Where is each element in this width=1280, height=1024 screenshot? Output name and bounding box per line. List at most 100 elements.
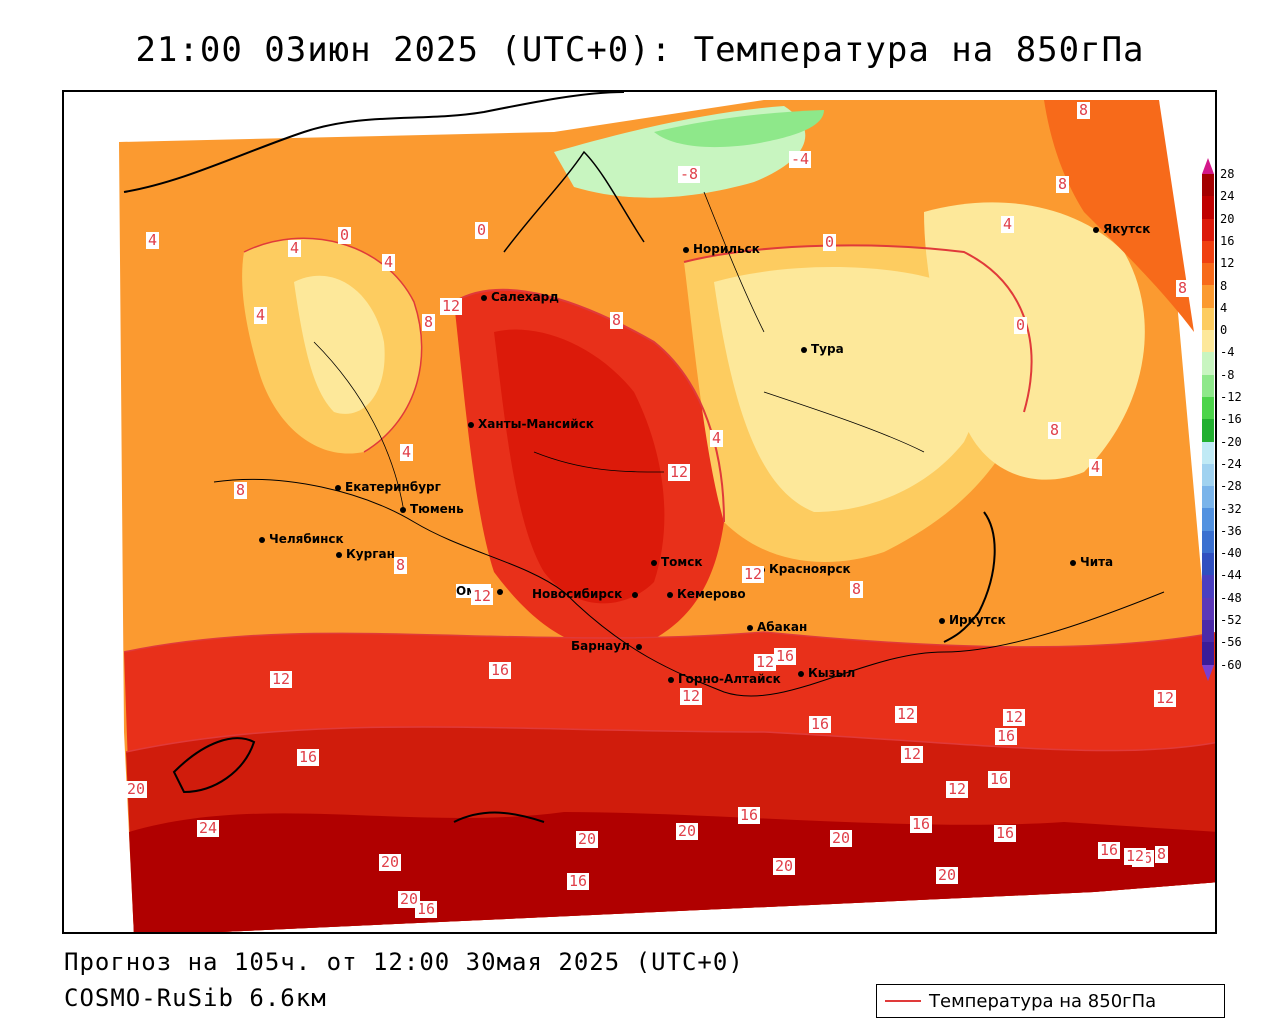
city-label: Абакан xyxy=(757,620,808,634)
colorbar-tick-label: -28 xyxy=(1220,479,1242,494)
city-tyumen: Тюмень xyxy=(400,502,464,516)
isoline-label: 16 xyxy=(774,647,797,665)
colorbar-tick-label: -44 xyxy=(1220,568,1242,583)
city-kurgan: Курган xyxy=(336,547,395,561)
city-dot-icon xyxy=(668,676,674,683)
city-label: Иркутск xyxy=(949,613,1006,627)
isoline-label: 12 xyxy=(742,565,765,583)
temperature-field-map xyxy=(64,92,1215,932)
city-dot-icon xyxy=(801,346,807,353)
isoline-label: 20 xyxy=(936,866,959,884)
colorbar-tick-label: -32 xyxy=(1220,501,1242,516)
legend-label: Температура на 850гПа xyxy=(929,990,1157,1012)
city-label: Томск xyxy=(661,555,703,569)
isoline-label: 12 xyxy=(270,670,293,688)
colorbar-tick-label: -40 xyxy=(1220,546,1242,561)
colorbar-cell xyxy=(1202,419,1214,442)
city-kemerovo: Кемерово xyxy=(667,587,746,601)
colorbar-tick-label: 0 xyxy=(1220,323,1228,338)
isoline-label: 20 xyxy=(379,853,402,871)
isoline-label: 12 xyxy=(754,653,777,671)
city-dot-icon xyxy=(259,536,265,543)
isoline-label: 20 xyxy=(676,822,699,840)
colorbar-cell xyxy=(1202,619,1214,643)
city-label: Тюмень xyxy=(410,502,464,516)
city-barnaul: Барнаул xyxy=(571,639,646,653)
colorbar-tick-label: -4 xyxy=(1220,345,1235,360)
city-dot-icon xyxy=(747,624,753,631)
city-dot-icon xyxy=(798,670,804,677)
isoline-label: 0 xyxy=(338,226,352,244)
isoline-label: 4 xyxy=(400,443,414,461)
city-norilsk: Норильск xyxy=(683,242,760,256)
city-dot-icon xyxy=(667,591,673,598)
isoline-label: 8 xyxy=(422,313,436,331)
isoline-label: 8 xyxy=(1155,845,1169,863)
colorbar-cells xyxy=(1202,174,1214,665)
city-label: Екатеринбург xyxy=(345,480,441,494)
colorbar-cell xyxy=(1202,285,1214,308)
isoline-label: 12 xyxy=(471,587,494,605)
city-label: Чита xyxy=(1080,555,1114,569)
isoline-label: 8 xyxy=(394,556,408,574)
colorbar-tick-label: -8 xyxy=(1220,367,1235,382)
colorbar-tick-label: -24 xyxy=(1220,456,1242,471)
city-tura: Тура xyxy=(801,342,844,356)
colorbar-max-arrow-icon xyxy=(1202,158,1214,174)
isoline-label: -4 xyxy=(789,150,812,168)
colorbar-tick-label: -48 xyxy=(1220,590,1242,605)
city-label: Челябинск xyxy=(269,532,344,546)
colorbar-tick-label: 16 xyxy=(1220,233,1235,248)
city-gorno-altaysk: Горно-Алтайск xyxy=(668,672,781,686)
isoline-label: 0 xyxy=(1014,316,1028,334)
isoline-label: 8 xyxy=(850,580,864,598)
city-dot-icon xyxy=(939,617,945,624)
isoline-label: 12 xyxy=(946,780,969,798)
colorbar-cell xyxy=(1202,374,1214,397)
colorbar-cell xyxy=(1202,441,1214,464)
isoline-label: 16 xyxy=(567,872,590,890)
colorbar-tick-label: -12 xyxy=(1220,390,1242,404)
colorbar-tick-label: 8 xyxy=(1220,278,1228,293)
isoline-label: 0 xyxy=(475,221,489,239)
city-dot-icon xyxy=(651,559,657,566)
city-label: Красноярск xyxy=(769,562,851,576)
city-label: Новосибирск xyxy=(532,587,623,601)
colorbar-cell xyxy=(1202,463,1214,487)
city-novosibirsk: Новосибирск xyxy=(532,587,642,601)
isoline-label: 20 xyxy=(830,829,853,847)
colorbar-cell xyxy=(1202,508,1214,531)
city-dot-icon xyxy=(400,506,406,513)
city-chelyabinsk: Челябинск xyxy=(259,532,344,546)
isoline-label: 4 xyxy=(254,306,268,324)
map-area: Норильск Якутск Салехард Тура Ханты-Манс… xyxy=(62,90,1217,934)
isoline-label: 4 xyxy=(1089,458,1103,476)
colorbar-cell xyxy=(1202,597,1214,620)
isoline-label: 8 xyxy=(1077,101,1091,119)
city-irkutsk: Иркутск xyxy=(939,613,1006,627)
map-legend: Температура на 850гПа xyxy=(876,984,1225,1018)
isoline-label: 12 xyxy=(668,463,691,481)
city-label: Горно-Алтайск xyxy=(678,672,781,686)
legend-line-icon xyxy=(885,1000,921,1002)
colorbar-cell xyxy=(1202,218,1214,241)
city-dot-icon xyxy=(468,421,474,428)
isoline-label: 16 xyxy=(738,806,761,824)
isoline-label: 4 xyxy=(1001,215,1015,233)
isoline-label: 4 xyxy=(288,239,302,257)
city-dot-icon xyxy=(635,643,642,650)
isoline-label: 12 xyxy=(440,297,463,315)
city-label: Ханты-Мансийск xyxy=(478,417,594,431)
city-khanty-mansiysk: Ханты-Мансийск xyxy=(468,417,594,431)
map-title: 21:00 03июн 2025 (UTC+0): Температура на… xyxy=(135,30,1145,70)
isoline-label: 20 xyxy=(576,830,599,848)
colorbar-tick-label: -20 xyxy=(1220,434,1242,449)
isoline-label: 16 xyxy=(489,661,512,679)
colorbar-min-arrow-icon xyxy=(1202,664,1214,681)
colorbar-cell xyxy=(1202,196,1214,219)
isoline-label: 16 xyxy=(995,727,1018,745)
city-krasnoyarsk: Красноярск xyxy=(759,562,851,576)
colorbar-cell xyxy=(1202,240,1214,264)
isoline-label: 8 xyxy=(234,481,248,499)
city-dot-icon xyxy=(632,591,639,598)
